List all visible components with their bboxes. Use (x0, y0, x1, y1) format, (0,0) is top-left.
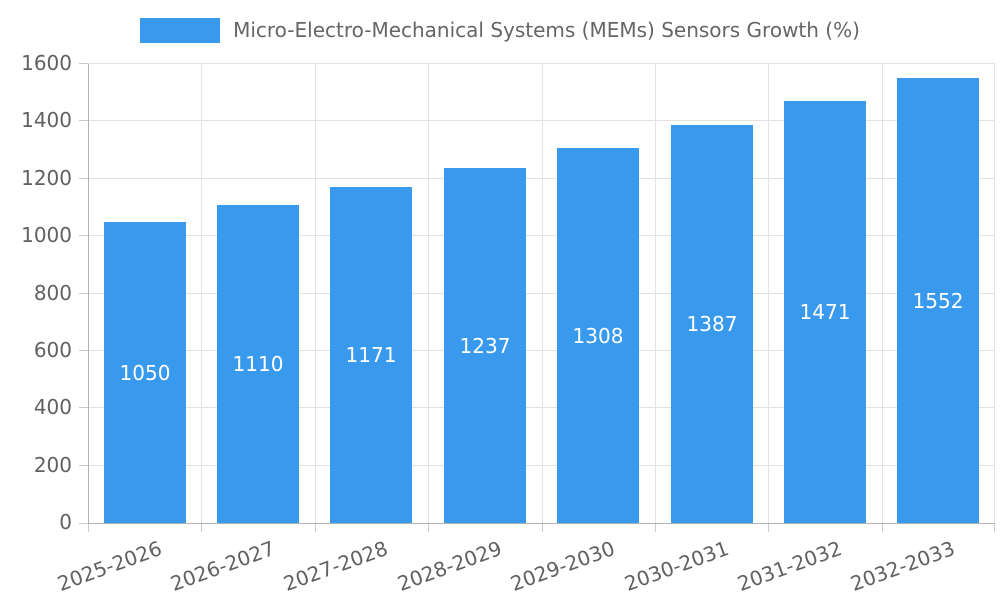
x-axis-tick (542, 523, 543, 532)
y-axis-tick-label: 1200 (21, 166, 72, 190)
x-axis-tick (201, 523, 202, 532)
v-gridline (315, 64, 316, 523)
v-gridline (201, 64, 202, 523)
y-axis-tick (79, 293, 88, 294)
x-axis-tick-label: 2025-2026 (54, 536, 165, 596)
x-axis-tick (994, 523, 995, 532)
y-axis-tick (79, 523, 88, 524)
bar[interactable] (104, 222, 186, 523)
v-gridline (428, 64, 429, 523)
legend-swatch-icon[interactable] (140, 17, 221, 43)
y-axis-tick-label: 1000 (21, 223, 72, 247)
x-axis-tick (315, 523, 316, 532)
bar-value-label: 1171 (345, 343, 397, 367)
bar[interactable] (897, 78, 979, 523)
bar-value-label: 1308 (572, 324, 624, 348)
bar[interactable] (671, 125, 753, 523)
y-axis-tick (79, 407, 88, 408)
x-axis-tick (768, 523, 769, 532)
y-axis-tick (79, 350, 88, 351)
bar-value-label: 1552 (912, 289, 964, 313)
y-axis-tick-label: 200 (33, 453, 72, 477)
x-axis-tick-label: 2032-2033 (847, 536, 958, 596)
x-axis-tick-label: 2027-2028 (280, 536, 391, 596)
y-axis-tick-label: 400 (33, 395, 72, 419)
y-axis-tick-label: 1600 (21, 51, 72, 75)
x-axis-line (88, 523, 995, 524)
v-gridline (994, 64, 995, 523)
legend-label[interactable]: Micro-Electro-Mechanical Systems (MEMs) … (233, 18, 860, 42)
y-axis-line (88, 64, 89, 523)
v-gridline (542, 64, 543, 523)
bar-value-label: 1387 (686, 312, 738, 336)
x-axis-tick-label: 2029-2030 (507, 536, 618, 596)
bar-value-label: 1050 (119, 361, 171, 385)
x-axis-tick (882, 523, 883, 532)
x-axis-tick-label: 2026-2027 (167, 536, 278, 596)
x-axis-tick-label: 2030-2031 (621, 536, 732, 596)
h-gridline (88, 120, 995, 121)
v-gridline (655, 64, 656, 523)
bar[interactable] (217, 205, 299, 523)
bar[interactable] (330, 187, 412, 523)
x-axis-tick (88, 523, 89, 532)
x-axis-tick-label: 2028-2029 (394, 536, 505, 596)
y-axis-tick (79, 235, 88, 236)
h-gridline (88, 350, 995, 351)
h-gridline (88, 63, 995, 64)
v-gridline (768, 64, 769, 523)
y-axis-tick-label: 800 (33, 281, 72, 305)
bar-value-label: 1237 (459, 334, 511, 358)
y-axis-tick (79, 178, 88, 179)
bar[interactable] (444, 168, 526, 523)
y-axis-tick-label: 1400 (21, 108, 72, 132)
h-gridline (88, 178, 995, 179)
h-gridline (88, 235, 995, 236)
y-axis-tick (79, 465, 88, 466)
h-gridline (88, 407, 995, 408)
x-axis-tick (428, 523, 429, 532)
plot-area: 0 200 400 600 800 1000 1200 1400 1600 1050 2025-20… (21, 52, 995, 596)
y-axis-tick (79, 120, 88, 121)
v-gridline (882, 64, 883, 523)
bar-value-label: 1471 (799, 300, 851, 324)
legend: Micro-Electro-Mechanical Systems (MEMs) … (0, 10, 1000, 50)
bar-value-label: 1110 (232, 352, 284, 376)
x-axis-tick (655, 523, 656, 532)
h-gridline (88, 293, 995, 294)
bar[interactable] (784, 101, 866, 523)
y-axis-tick-label: 600 (33, 338, 72, 362)
h-gridline (88, 465, 995, 466)
x-axis-tick-label: 2031-2032 (734, 536, 845, 596)
y-axis-tick-label: 0 (59, 510, 72, 534)
bar[interactable] (557, 148, 639, 523)
y-axis-tick (79, 63, 88, 64)
